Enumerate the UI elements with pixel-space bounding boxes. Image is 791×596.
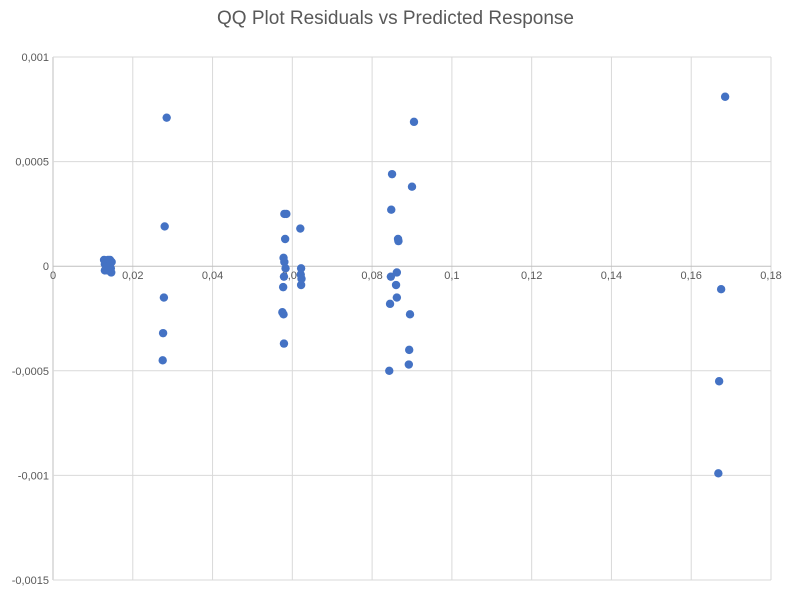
- y-tick-label: 0: [43, 261, 49, 273]
- y-tick-label: -0,001: [18, 470, 49, 482]
- x-tick-label: 0,08: [361, 270, 382, 282]
- data-point-layer: [99, 92, 730, 478]
- data-point: [297, 274, 306, 283]
- x-tick-label: 0,02: [122, 270, 143, 282]
- data-point: [392, 293, 402, 302]
- data-point: [405, 345, 414, 355]
- data-point: [405, 310, 415, 319]
- data-point: [296, 280, 306, 290]
- y-tick-label: 0,0005: [15, 157, 49, 169]
- x-tick-label: 0,18: [760, 270, 781, 282]
- data-point: [404, 360, 414, 369]
- data-point: [386, 272, 396, 281]
- data-point: [282, 209, 291, 219]
- x-tick-label: 0,04: [202, 270, 223, 282]
- data-point: [162, 113, 171, 122]
- data-point: [158, 328, 168, 338]
- data-point: [280, 234, 290, 244]
- data-point: [278, 282, 288, 292]
- data-point: [407, 182, 417, 191]
- tick-label-layer: 0 0,02 0,04 0,06 0,08 0,1 0,12 0,14 0,16 0,180,00…: [12, 52, 782, 587]
- data-point: [158, 356, 167, 365]
- data-point: [279, 272, 289, 281]
- data-point: [394, 236, 403, 246]
- data-point: [714, 469, 723, 478]
- data-point: [281, 264, 290, 273]
- x-tick-label: 0,1: [444, 270, 459, 282]
- data-point: [279, 339, 289, 348]
- data-point: [714, 377, 724, 386]
- data-point: [391, 280, 401, 290]
- data-point: [105, 266, 114, 275]
- y-tick-label: -0,0005: [12, 366, 49, 378]
- x-tick-label: 0: [50, 270, 56, 282]
- y-tick-label: 0,001: [21, 52, 49, 64]
- data-point: [296, 224, 305, 233]
- data-point: [279, 310, 288, 319]
- data-point: [385, 299, 395, 309]
- data-point: [387, 169, 397, 179]
- data-point: [385, 366, 394, 375]
- data-point: [392, 268, 402, 277]
- data-point: [409, 117, 419, 127]
- chart-title: QQ Plot Residuals vs Predicted Response: [217, 8, 574, 29]
- x-tick-label: 0,16: [681, 270, 702, 282]
- data-point: [387, 205, 396, 214]
- data-point: [159, 293, 169, 302]
- data-point: [716, 285, 726, 294]
- data-point: [160, 222, 169, 231]
- data-point: [296, 264, 306, 273]
- data-point: [280, 257, 289, 267]
- y-tick-label: -0,0015: [12, 575, 49, 587]
- x-tick-label: 0,14: [601, 270, 622, 282]
- x-tick-label: 0,12: [521, 270, 542, 282]
- data-point: [720, 92, 730, 101]
- data-point: [105, 255, 115, 265]
- grid-layer: [52, 56, 772, 581]
